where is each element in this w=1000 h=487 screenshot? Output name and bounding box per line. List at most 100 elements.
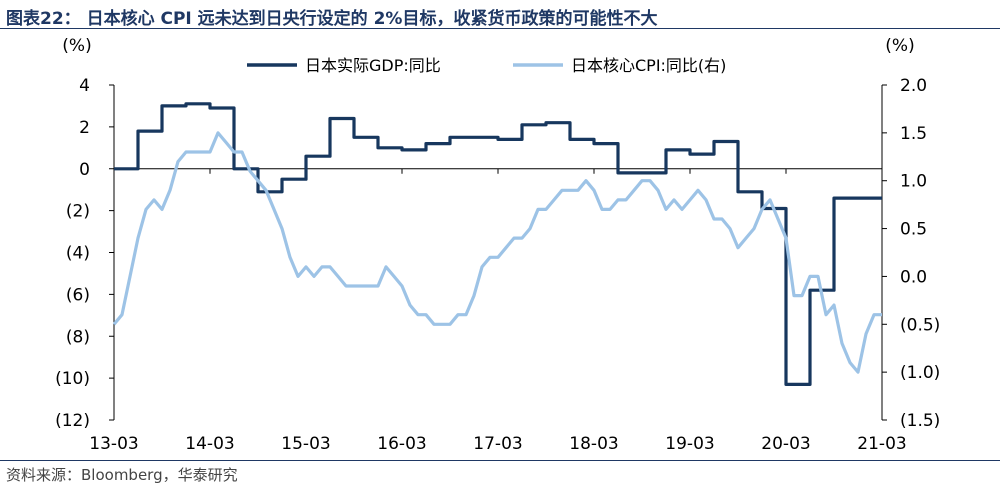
data-point bbox=[617, 199, 619, 201]
data-point bbox=[337, 276, 339, 278]
data-point bbox=[489, 257, 491, 259]
data-point bbox=[401, 285, 403, 287]
legend-label: 日本核心CPI:同比(右) bbox=[571, 56, 726, 75]
left-axis-tick-label: (8) bbox=[66, 327, 90, 347]
data-point bbox=[537, 209, 539, 211]
right-axis-tick-label: 1.0 bbox=[900, 172, 927, 192]
data-point bbox=[505, 247, 507, 249]
data-point bbox=[249, 170, 251, 172]
data-point bbox=[177, 161, 179, 163]
data-point bbox=[305, 266, 307, 268]
data-point bbox=[137, 237, 139, 239]
data-point bbox=[441, 324, 443, 326]
data-point bbox=[633, 190, 635, 192]
data-point bbox=[449, 137, 451, 139]
source-rule bbox=[0, 460, 1000, 461]
data-point bbox=[401, 149, 403, 151]
data-point bbox=[497, 139, 499, 141]
data-point bbox=[497, 257, 499, 259]
x-axis-tick-label: 18-03 bbox=[569, 434, 618, 454]
data-point bbox=[849, 362, 851, 364]
data-point bbox=[673, 199, 675, 201]
right-axis-unit: (%) bbox=[885, 36, 914, 56]
data-point bbox=[801, 295, 803, 297]
labels-layer: 4 2 0 (2) (4) (6) (8) (10) (12) 2.0 1.5 1.0 0.5 0.0 (0… bbox=[55, 36, 940, 454]
series-line-core-cpi bbox=[112, 131, 882, 374]
data-point bbox=[705, 199, 707, 201]
data-point bbox=[257, 180, 259, 182]
data-point bbox=[281, 228, 283, 230]
data-point bbox=[833, 197, 835, 199]
data-point bbox=[393, 276, 395, 278]
data-point bbox=[241, 151, 243, 153]
data-point bbox=[113, 324, 115, 326]
legend-label: 日本实际GDP:同比 bbox=[305, 56, 441, 75]
x-axis-tick-label: 16-03 bbox=[377, 434, 426, 454]
data-point bbox=[289, 257, 291, 259]
left-axis-tick-label: (12) bbox=[55, 411, 90, 431]
data-point bbox=[649, 180, 651, 182]
right-axis-tick-label: 0.5 bbox=[900, 220, 927, 240]
left-axis-tick-label: (4) bbox=[66, 244, 90, 264]
data-point bbox=[713, 218, 715, 220]
right-axis-tick-label: 2.0 bbox=[900, 76, 927, 96]
data-point bbox=[617, 172, 619, 174]
data-point bbox=[809, 289, 811, 291]
data-point bbox=[209, 107, 211, 109]
data-point bbox=[377, 285, 379, 287]
data-point bbox=[569, 139, 571, 141]
legend: 日本实际GDP:同比 日本核心CPI:同比(右) bbox=[247, 56, 726, 75]
left-axis-tick-label: (2) bbox=[66, 202, 90, 222]
x-axis-tick-label: 20-03 bbox=[761, 434, 810, 454]
left-axis-tick-label: (6) bbox=[66, 285, 90, 305]
right-axis-tick-label: (1.0) bbox=[900, 363, 940, 383]
right-axis-tick-label: (0.5) bbox=[900, 315, 940, 335]
data-point bbox=[185, 103, 187, 105]
x-axis-tick-label: 21-03 bbox=[857, 434, 906, 454]
data-point bbox=[785, 237, 787, 239]
data-point bbox=[409, 304, 411, 306]
axes-layer bbox=[109, 84, 887, 421]
data-point bbox=[161, 209, 163, 211]
data-point bbox=[713, 141, 715, 143]
x-axis-tick-label: 15-03 bbox=[281, 434, 330, 454]
data-point bbox=[297, 276, 299, 278]
figure-title: 图表22： 日本核心 CPI 远未达到日央行设定的 2%目标，收紧货币政策的可能… bbox=[6, 9, 658, 29]
data-point bbox=[353, 285, 355, 287]
data-point bbox=[417, 314, 419, 316]
data-point bbox=[657, 190, 659, 192]
data-point bbox=[625, 199, 627, 201]
x-axis-tick-label: 17-03 bbox=[473, 434, 522, 454]
data-point bbox=[689, 199, 691, 201]
data-point bbox=[433, 324, 435, 326]
data-point bbox=[385, 266, 387, 268]
x-axis-tick-label: 13-03 bbox=[89, 434, 138, 454]
data-point bbox=[257, 191, 259, 193]
data-point bbox=[569, 190, 571, 192]
data-point bbox=[577, 190, 579, 192]
data-point bbox=[681, 209, 683, 211]
left-axis-unit: (%) bbox=[62, 36, 91, 56]
data-point bbox=[521, 237, 523, 239]
source-note: 资料来源：Bloomberg，华泰研究 bbox=[6, 466, 238, 484]
data-point bbox=[313, 276, 315, 278]
right-axis-tick-label: (1.5) bbox=[900, 411, 940, 431]
data-point bbox=[513, 237, 515, 239]
data-point bbox=[881, 314, 883, 316]
data-point bbox=[185, 151, 187, 153]
data-point bbox=[545, 209, 547, 211]
data-point bbox=[233, 151, 235, 153]
data-point bbox=[449, 324, 451, 326]
left-axis-tick-label: 0 bbox=[79, 160, 90, 180]
data-point bbox=[761, 209, 763, 211]
data-point bbox=[561, 190, 563, 192]
data-point bbox=[769, 199, 771, 201]
data-point bbox=[321, 266, 323, 268]
data-point bbox=[545, 122, 547, 124]
data-point bbox=[481, 266, 483, 268]
data-point bbox=[233, 168, 235, 170]
data-point bbox=[121, 314, 123, 316]
data-point bbox=[785, 384, 787, 386]
data-point bbox=[161, 105, 163, 107]
data-point bbox=[201, 151, 203, 153]
